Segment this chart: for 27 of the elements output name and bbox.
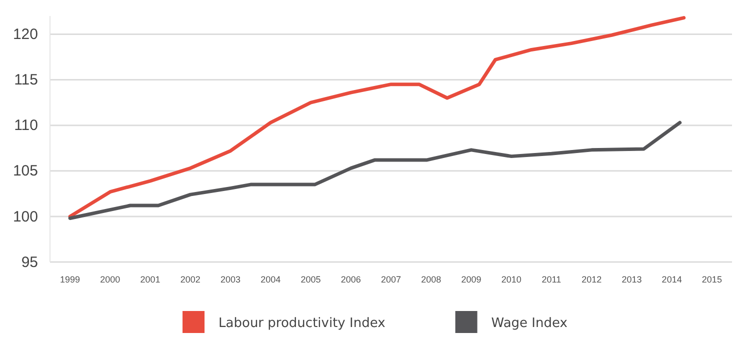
y-tick-label: 105	[12, 162, 38, 180]
x-tick-label: 2004	[260, 274, 281, 284]
x-tick-label: 2014	[662, 274, 682, 284]
x-tick-label: 2013	[622, 274, 642, 284]
line-series	[68, 16, 686, 218]
y-tick-label: 115	[14, 72, 38, 89]
x-tick-label: 2006	[340, 274, 361, 284]
x-tick-label: 2005	[300, 274, 321, 284]
legend-label: Labour productivity Index	[218, 316, 386, 331]
x-tick-label: 2001	[140, 274, 160, 284]
x-tick-label: 2012	[582, 274, 602, 284]
x-tick-label: 2008	[421, 274, 442, 284]
x-tick-label: 2000	[100, 274, 120, 284]
y-tick-label: 100	[12, 208, 38, 226]
x-tick-label: 2007	[380, 274, 402, 284]
x-tick-label: 2002	[180, 274, 200, 284]
line-series	[68, 120, 682, 220]
x-tick-label: 2015	[702, 274, 722, 284]
y-tick-label: 95	[21, 254, 38, 271]
y-tick-label: 120	[12, 26, 38, 44]
x-tick-label: 2011	[542, 274, 562, 284]
x-tick-label: 2010	[501, 274, 522, 284]
x-tick-label: 1999	[60, 274, 80, 284]
x-tick-label: 2009	[461, 274, 482, 284]
y-tick-label: 110	[14, 117, 38, 134]
x-tick-label: 2003	[220, 274, 241, 284]
legend-label: Wage Index	[491, 316, 568, 331]
